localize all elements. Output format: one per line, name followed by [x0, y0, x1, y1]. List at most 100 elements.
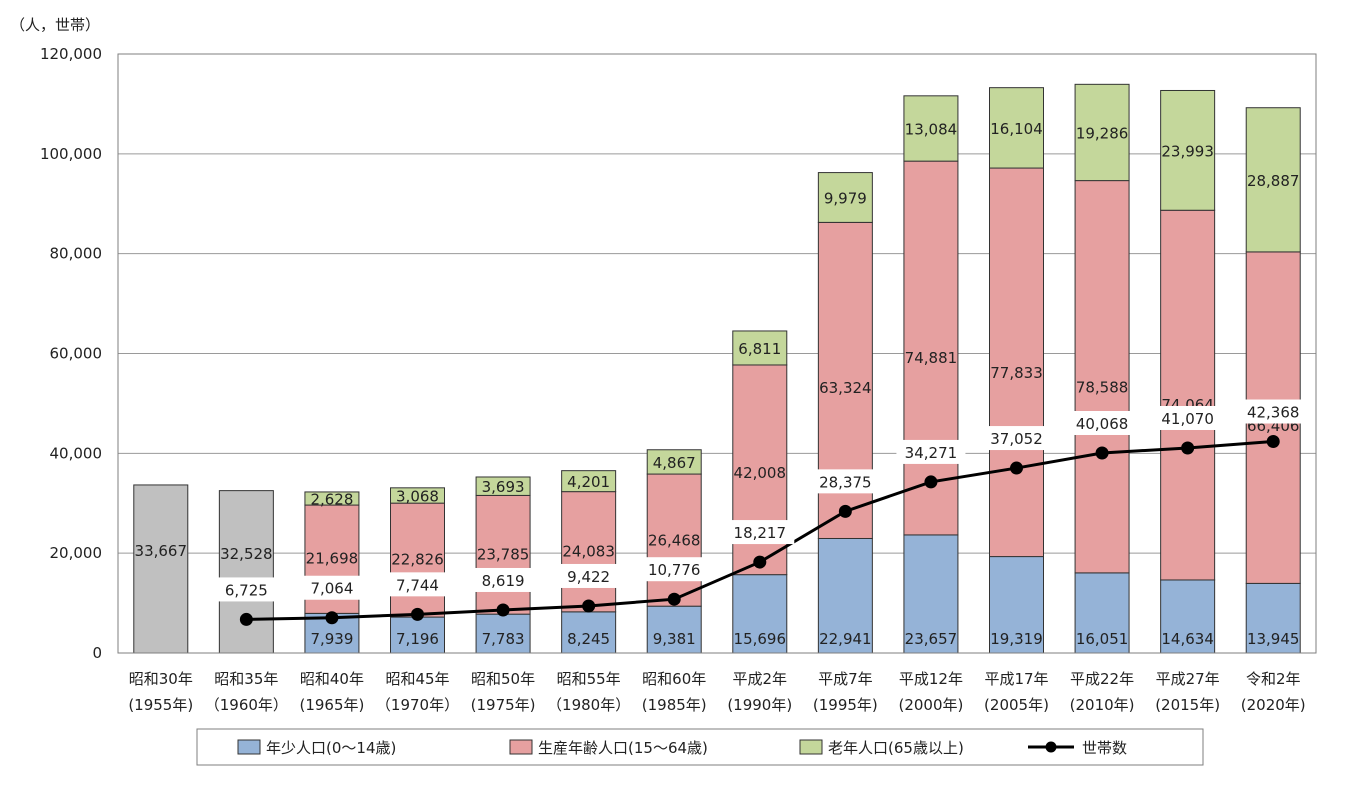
segment-value-label: 3,693	[482, 478, 525, 496]
household-point	[1181, 441, 1195, 455]
segment-value-label: 13,084	[905, 120, 958, 138]
household-point	[924, 475, 938, 489]
x-category-era-label: 令和2年	[1246, 670, 1301, 688]
stacked-bars	[133, 83, 1301, 654]
x-category-era-label: 昭和60年	[642, 670, 706, 688]
household-point	[1010, 461, 1023, 475]
bar-segment	[1160, 89, 1216, 211]
bar-segment	[390, 487, 445, 504]
y-tick-label: 80,000	[50, 245, 103, 263]
segment-value-label: 78,588	[1076, 378, 1129, 396]
y-tick-label: 60,000	[50, 345, 103, 363]
legend-label: 世帯数	[1082, 739, 1127, 757]
y-tick-label: 120,000	[40, 45, 102, 63]
household-point	[496, 603, 510, 617]
segment-value-label: 16,104	[990, 120, 1043, 138]
bar-segment	[1160, 579, 1216, 654]
household-point	[1095, 446, 1109, 460]
household-point	[239, 612, 253, 626]
x-axis-labels: 昭和30年 (1955年) 昭和35年 （1960年） 昭和40年 (1965年) 昭和45…	[128, 670, 1305, 714]
household-value-label: 41,070	[1161, 410, 1214, 428]
bar-segment	[1160, 209, 1216, 581]
plot-border	[117, 53, 1317, 654]
household-value-label: 10,776	[648, 561, 701, 579]
segment-value-label: 42,008	[734, 464, 787, 482]
total-bar	[133, 484, 189, 654]
x-category-era-label: 平成22年	[1070, 670, 1134, 688]
household-value-label: 28,375	[819, 473, 872, 491]
household-label-bg	[982, 426, 1051, 451]
bar-segment	[989, 87, 1044, 169]
x-category-era-label: 昭和45年	[385, 670, 449, 688]
legend-line-marker	[1045, 741, 1057, 753]
bar-segment	[1245, 107, 1301, 253]
x-category-year-label: （1980年）	[547, 696, 630, 714]
legend-swatch	[799, 739, 823, 755]
segment-value-label: 26,468	[648, 531, 701, 549]
household-label-bg	[1238, 399, 1308, 424]
segment-value-label: 4,201	[567, 473, 610, 491]
x-category-era-label: 平成7年	[818, 670, 873, 688]
legend-swatch	[509, 739, 533, 755]
x-category-year-label: (2010年)	[1070, 696, 1135, 714]
bar-segment	[475, 613, 531, 654]
bar-segment	[732, 330, 788, 366]
segment-value-label: 7,196	[396, 630, 439, 648]
bar-segment	[903, 95, 959, 162]
legend: 年少人口(0～14歳) 生産年齢人口(15～64歳) 老年人口(65歳以上) 世帯数	[196, 728, 1204, 766]
x-category-era-label: 昭和40年	[300, 670, 364, 688]
household-point	[582, 599, 596, 613]
segment-value-label: 22,826	[391, 551, 444, 569]
legend-label: 生産年齢人口(15～64歳)	[538, 739, 708, 757]
household-label-bg	[1067, 410, 1137, 435]
x-category-era-label: 平成17年	[984, 670, 1048, 688]
household-point	[753, 555, 767, 569]
segment-value-label: 24,083	[562, 543, 615, 561]
y-tick-label: 0	[92, 644, 102, 662]
household-label-bg	[639, 557, 709, 582]
household-value-label: 7,064	[310, 580, 353, 598]
x-category-era-label: 昭和35年	[214, 670, 278, 688]
x-category-year-label: (2015年)	[1155, 696, 1220, 714]
y-axis-ticks: 0 20,000 40,000 60,000 80,000 100,000 120,000	[40, 45, 102, 662]
x-category-year-label: （1970年）	[376, 696, 459, 714]
household-label-bg	[473, 567, 533, 592]
segment-labels: 33,667 32,528 7,939 21,698 2,628 7,196 22,826 3…	[135, 120, 1300, 648]
household-value-label: 34,271	[905, 444, 958, 462]
bar-segment	[989, 167, 1044, 558]
household-label-bg	[1153, 405, 1223, 430]
x-category-era-label: 平成12年	[899, 670, 963, 688]
x-category-year-label: (1955年)	[128, 696, 193, 714]
segment-value-label: 3,068	[396, 487, 439, 505]
household-value-label: 40,068	[1076, 415, 1129, 433]
bar-segment	[475, 476, 531, 496]
household-point	[1266, 435, 1280, 449]
segment-value-label: 13,945	[1247, 630, 1300, 648]
household-label-bg	[216, 577, 277, 602]
household-value-label: 9,422	[567, 568, 610, 586]
total-bar-label: 33,667	[135, 542, 188, 560]
bar-segment	[732, 574, 788, 654]
household-value-label: 6,725	[225, 581, 268, 599]
segment-value-label: 19,286	[1076, 124, 1129, 142]
segment-value-label: 7,783	[482, 630, 525, 648]
bar-segment	[304, 491, 360, 506]
x-category-year-label: (1995年)	[813, 696, 878, 714]
segment-value-label: 9,381	[653, 630, 696, 648]
segment-value-label: 7,939	[310, 630, 353, 648]
total-bar-label: 32,528	[220, 545, 273, 563]
segment-value-label: 6,811	[738, 340, 781, 358]
x-category-era-label: 平成2年	[733, 670, 788, 688]
household-label-bg	[896, 439, 966, 464]
segment-value-label: 77,833	[990, 364, 1043, 382]
household-value-label: 8,619	[482, 572, 525, 590]
bar-segment	[1074, 83, 1130, 182]
segment-value-label: 9,979	[824, 189, 867, 207]
x-category-year-label: (1990年)	[727, 696, 792, 714]
y-tick-label: 20,000	[50, 544, 103, 562]
bar-segment	[1074, 572, 1130, 654]
bar-segment	[646, 449, 702, 475]
household-value-label: 37,052	[990, 430, 1043, 448]
bar-segment	[561, 470, 617, 493]
x-category-era-label: 昭和50年	[471, 670, 535, 688]
